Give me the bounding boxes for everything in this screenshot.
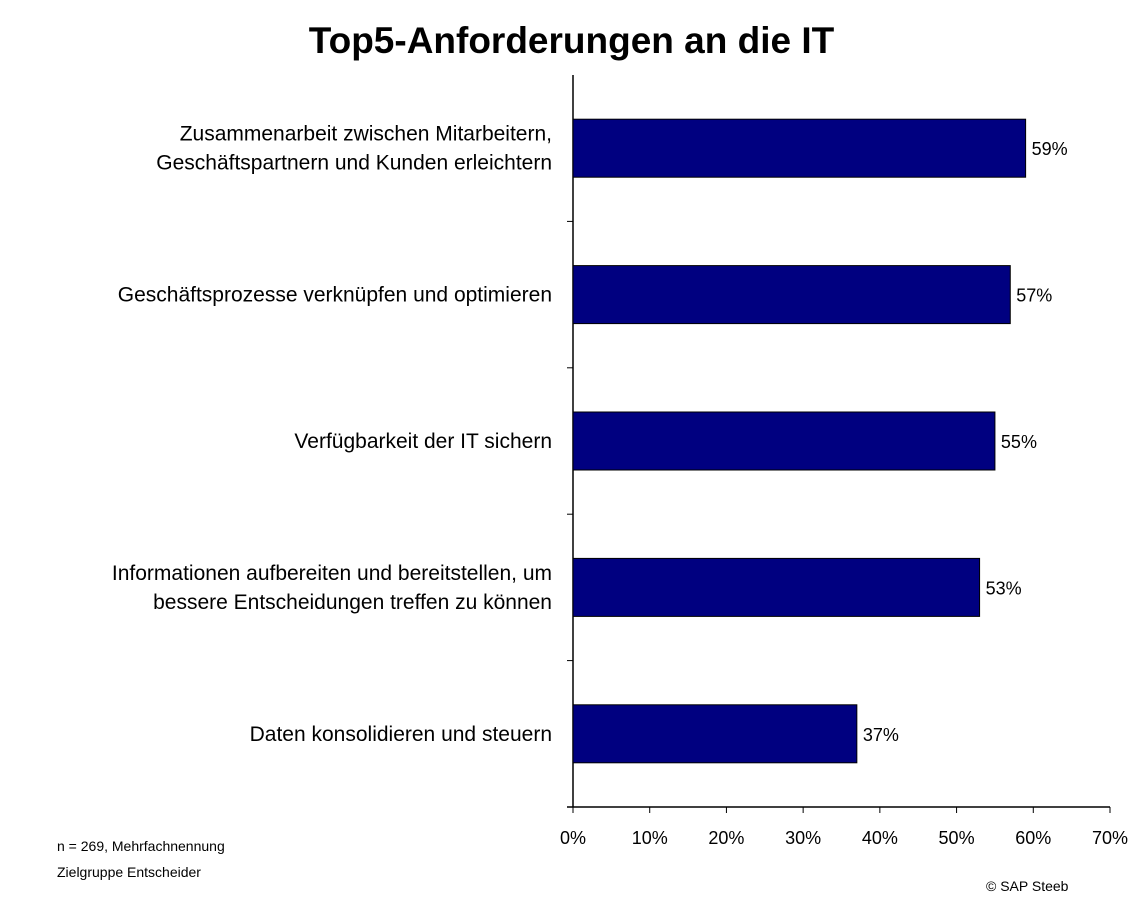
x-tick-label: 0% [560,828,586,848]
x-tick-label: 20% [708,828,744,848]
x-tick-label: 10% [632,828,668,848]
x-tick-label: 60% [1015,828,1051,848]
bar [572,118,1027,178]
x-tick-label: 70% [1092,828,1128,848]
bar [572,704,858,764]
footnote-target-group: Zielgruppe Entscheider [57,864,201,880]
bar [572,411,996,471]
category-label: Zusammenarbeit zwischen Mitarbeitern, [180,123,552,146]
bar [572,265,1011,325]
bar [572,557,981,617]
category-label: Informationen aufbereiten und bereitstel… [112,562,552,585]
category-label: bessere Entscheidungen treffen zu können [153,591,552,614]
x-tick-label: 30% [785,828,821,848]
data-label: 55% [1001,432,1037,452]
category-label: Geschäftsprozesse verknüpfen und optimie… [118,284,552,307]
category-label: Daten konsolidieren und steuern [250,723,552,746]
x-tick-label: 50% [939,828,975,848]
category-label: Verfügbarkeit der IT sichern [294,430,552,453]
copyright: © SAP Steeb [986,878,1069,894]
data-label: 53% [986,578,1022,598]
category-label: Geschäftspartnern und Kunden erleichtern [156,152,552,175]
chart-title: Top5-Anforderungen an die IT [308,20,835,61]
x-tick-label: 40% [862,828,898,848]
data-label: 59% [1032,139,1068,159]
data-label: 57% [1016,286,1052,306]
footnote-sample: n = 269, Mehrfachnennung [57,838,225,854]
data-label: 37% [863,725,899,745]
